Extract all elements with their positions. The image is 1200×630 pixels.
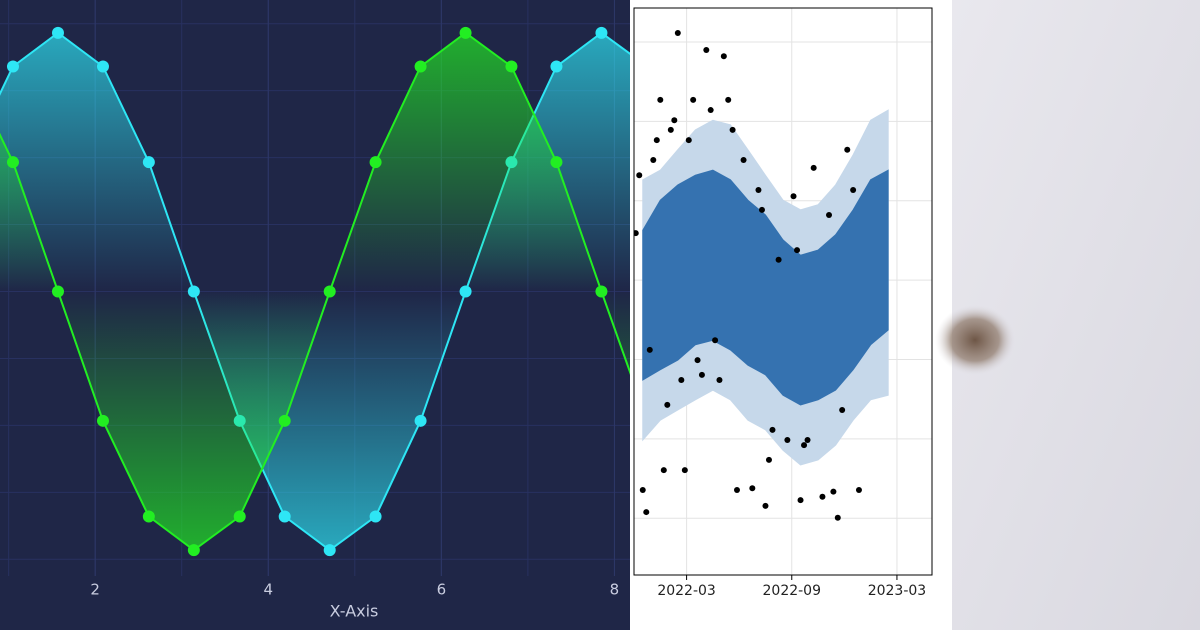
observation xyxy=(775,256,782,263)
observation xyxy=(804,437,811,444)
marker xyxy=(414,414,427,427)
marker xyxy=(505,60,518,73)
marker xyxy=(142,510,155,523)
observation xyxy=(755,187,762,194)
marker xyxy=(278,510,291,523)
observation xyxy=(690,96,697,103)
observation xyxy=(834,514,841,521)
observation xyxy=(650,156,657,163)
x-tick-label: 6 xyxy=(437,581,447,599)
observation xyxy=(707,107,714,114)
observation xyxy=(769,426,776,433)
observation xyxy=(797,497,804,504)
marker xyxy=(142,156,155,169)
marker xyxy=(595,285,608,298)
observation xyxy=(749,485,756,492)
observation xyxy=(698,371,705,378)
x-axis-label: X-Axis xyxy=(330,602,379,621)
observation xyxy=(653,137,660,144)
observation xyxy=(678,376,685,383)
observation xyxy=(855,486,862,493)
observation xyxy=(790,193,797,200)
observation xyxy=(671,117,678,124)
observation xyxy=(667,126,674,133)
photo-blur xyxy=(935,305,1015,375)
observation xyxy=(765,456,772,463)
observation xyxy=(850,187,857,194)
left-axis: 2 4 6 8 xyxy=(90,581,619,599)
middle-plot xyxy=(634,8,932,575)
observation xyxy=(712,337,719,344)
x-tick-label: 2022-03 xyxy=(657,583,716,599)
observation xyxy=(826,211,833,218)
observation xyxy=(694,357,701,364)
observation xyxy=(844,146,851,153)
marker xyxy=(459,26,472,39)
x-tick-label: 2 xyxy=(90,581,100,599)
observation xyxy=(762,502,769,509)
observation xyxy=(636,172,643,179)
observation xyxy=(664,401,671,408)
marker xyxy=(187,544,200,557)
marker xyxy=(51,285,64,298)
x-tick-label: 8 xyxy=(610,581,620,599)
line xyxy=(0,31,630,552)
observation xyxy=(758,206,765,213)
x-tick-label: 2022-09 xyxy=(763,583,822,599)
observation xyxy=(733,486,740,493)
observation xyxy=(801,442,808,449)
observation xyxy=(681,467,688,474)
marker xyxy=(233,510,246,523)
marker xyxy=(595,26,608,39)
observation xyxy=(716,376,723,383)
observation xyxy=(784,437,791,444)
area xyxy=(0,32,630,551)
observation xyxy=(720,53,727,60)
observation xyxy=(740,156,747,163)
observation xyxy=(794,247,801,254)
observation xyxy=(634,230,639,237)
observation xyxy=(830,488,837,495)
marker xyxy=(414,60,427,73)
marker xyxy=(96,60,109,73)
x-tick-label: 4 xyxy=(263,581,273,599)
marker xyxy=(6,156,19,169)
marker xyxy=(550,60,563,73)
observation xyxy=(660,467,667,474)
marker xyxy=(96,414,109,427)
marker xyxy=(369,156,382,169)
observation xyxy=(819,493,826,500)
marker xyxy=(550,156,563,169)
observation xyxy=(810,164,817,171)
marker xyxy=(369,510,382,523)
plot-frame xyxy=(633,7,933,576)
observation xyxy=(674,29,681,36)
left-plot xyxy=(0,0,630,576)
observation xyxy=(729,126,736,133)
observation xyxy=(839,407,846,414)
observation xyxy=(646,346,653,353)
marker xyxy=(6,60,19,73)
observation xyxy=(643,509,650,516)
marker xyxy=(278,414,291,427)
observation xyxy=(703,46,710,53)
observation xyxy=(639,486,646,493)
marker xyxy=(323,285,336,298)
observation xyxy=(685,137,692,144)
x-tick-label: 2023-03 xyxy=(868,583,927,599)
middle-axis: 2022-03 2022-09 2023-03 xyxy=(657,575,926,599)
marker xyxy=(51,26,64,39)
observation xyxy=(725,96,732,103)
observation xyxy=(657,96,664,103)
marker xyxy=(323,544,336,557)
